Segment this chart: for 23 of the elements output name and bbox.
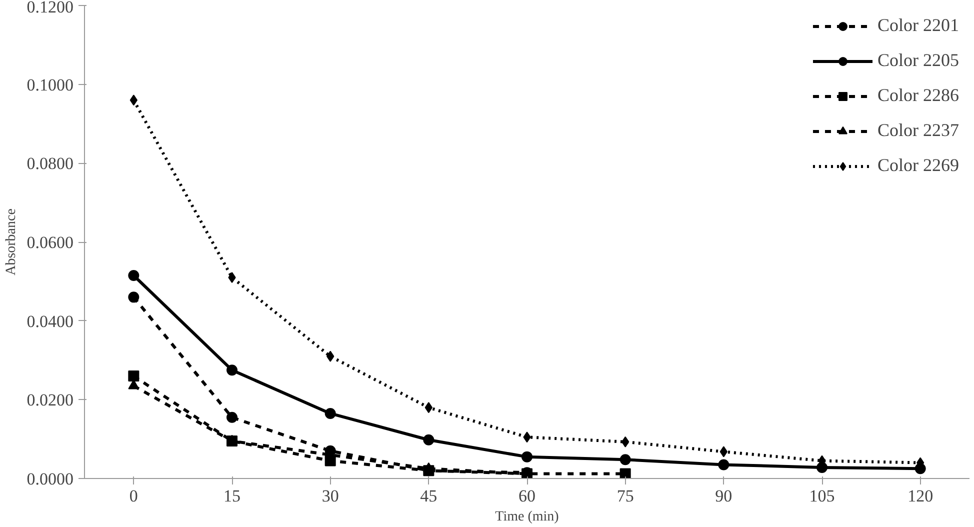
x-tick-label: 30	[322, 486, 339, 506]
y-tick-label: 0.0000	[26, 470, 74, 488]
x-tick-label: 105	[809, 486, 835, 506]
legend-label: Color 2237	[877, 120, 959, 141]
y-tick-label: 0.0600	[26, 233, 74, 252]
x-tick-label: 120	[908, 486, 934, 506]
x-tick-label: 90	[715, 486, 732, 506]
y-tick-label: 0.1000	[26, 75, 74, 94]
legend-label: Color 2269	[877, 155, 959, 176]
y-tick-label: 0.0400	[26, 312, 74, 331]
x-tick-label: 45	[420, 486, 438, 506]
y-tick-label: 0.0800	[26, 154, 74, 174]
y-tick-label: 0.0200	[26, 390, 74, 410]
legend-label: Color 2201	[877, 15, 959, 36]
x-tick-label: 75	[616, 486, 634, 506]
x-tick-label: 60	[518, 486, 536, 506]
x-tick-label: 15	[224, 486, 240, 506]
legend-label: Color 2205	[877, 50, 959, 71]
x-axis-title: Time (min)	[495, 510, 560, 524]
y-tick-label: 0.1200	[26, 0, 74, 16]
y-axis-title: Absorbance	[4, 208, 19, 276]
legend-label: Color 2286	[877, 85, 959, 106]
x-tick-label: 0	[129, 486, 138, 506]
